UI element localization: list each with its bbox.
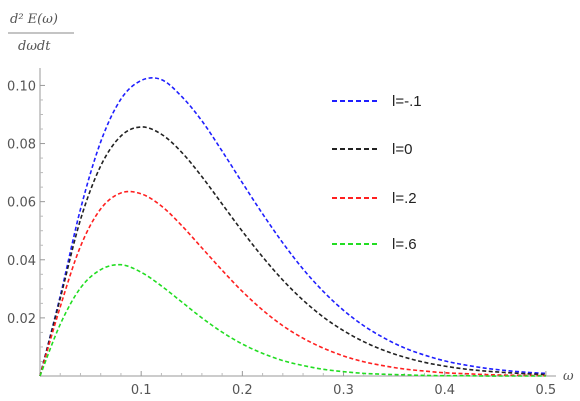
- legend-label-l-2: l=.2: [392, 190, 417, 207]
- x-tick-label: 0.4: [434, 383, 455, 398]
- series-line-l-6: [39, 263, 546, 377]
- series-layer: [39, 77, 546, 377]
- x-tick-label: 0.2: [232, 383, 253, 398]
- x-axis-label: ω: [563, 369, 574, 384]
- y-tick-label: 0.04: [7, 254, 36, 269]
- y-tick-label: 0.10: [7, 79, 36, 94]
- series-line-l-0: [39, 126, 546, 377]
- series-line-l-2: [39, 190, 546, 377]
- series-line-l-1: [39, 77, 546, 377]
- x-tick-label: 0.1: [131, 383, 152, 398]
- y-axis-label-denominator: dωdt: [18, 39, 51, 54]
- y-axis-label-numerator: d² E(ω): [10, 12, 58, 27]
- y-tick-label: 0.02: [7, 312, 36, 327]
- x-tick-label: 0.3: [333, 383, 354, 398]
- legend-label-l-6: l=.6: [392, 236, 417, 253]
- legend: l=-.1 l=0 l=.2 l=.6: [332, 93, 422, 253]
- axis-ticks: 0.1 0.2 0.3 0.4 0.5 0.02 0.04 0.06 0.08 0.10: [7, 79, 556, 398]
- legend-label-l-0: l=0: [392, 141, 412, 158]
- y-tick-label: 0.06: [7, 196, 36, 211]
- legend-label-l-1: l=-.1: [392, 93, 422, 110]
- x-tick-label: 0.5: [536, 383, 557, 398]
- y-tick-label: 0.08: [7, 138, 36, 153]
